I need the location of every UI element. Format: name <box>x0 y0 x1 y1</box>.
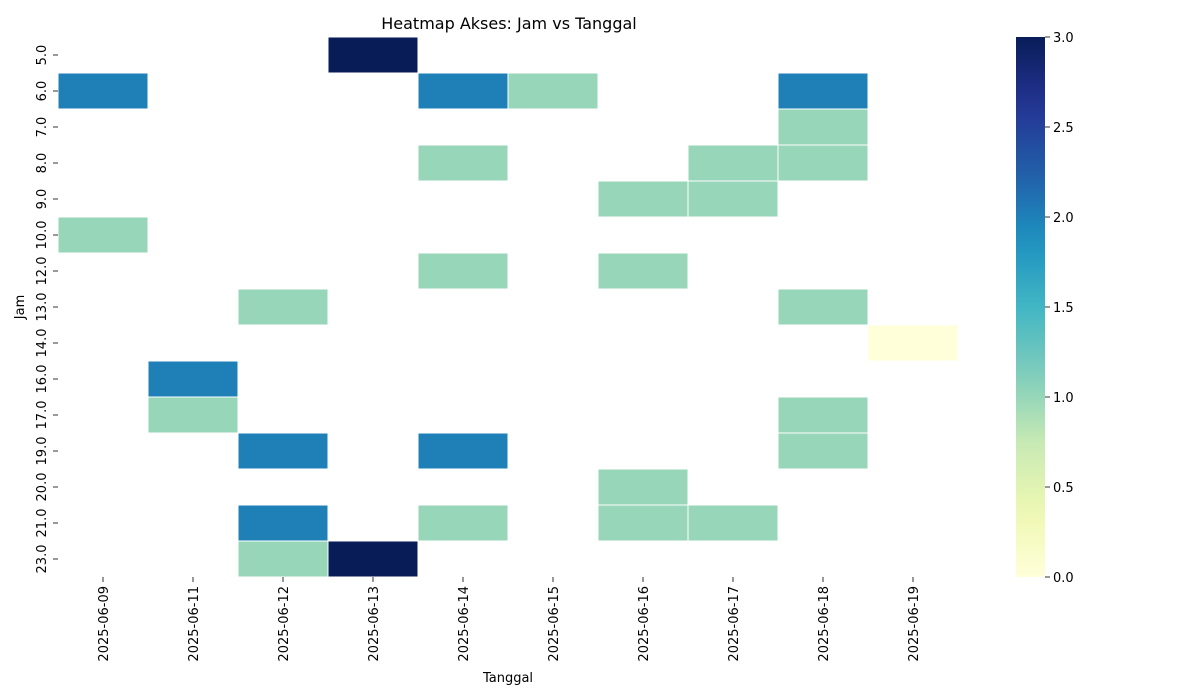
heatmap-cell <box>417 252 509 290</box>
y-tick-label: 6.0 <box>35 81 50 102</box>
x-tick-label: 2025-06-16 <box>637 586 652 662</box>
heatmap-cell <box>237 504 329 542</box>
heatmap-cell <box>777 432 869 470</box>
heatmap-cell <box>597 504 689 542</box>
heatmap-cell <box>237 432 329 470</box>
heatmap-cell <box>417 144 509 182</box>
colorbar-tick-label: 1.0 <box>1053 391 1074 406</box>
y-tick-label: 7.0 <box>35 117 50 138</box>
x-tick-label: 2025-06-11 <box>187 586 202 662</box>
colorbar-tick-label: 0.5 <box>1053 481 1074 496</box>
colorbar-tick-label: 2.5 <box>1053 121 1074 136</box>
y-tick-label: 21.0 <box>35 509 50 538</box>
heatmap-cell <box>777 108 869 146</box>
x-tick-label: 2025-06-18 <box>817 586 832 662</box>
y-tick-label: 14.0 <box>35 329 50 358</box>
y-tick-label: 9.0 <box>35 189 50 210</box>
heatmap-cell <box>57 72 149 110</box>
heatmap-cell <box>237 540 329 578</box>
heatmap-cell <box>147 360 239 398</box>
colorbar-tick-label: 0.0 <box>1053 571 1074 586</box>
y-tick-label: 19.0 <box>35 437 50 466</box>
x-tick-label: 2025-06-09 <box>97 586 112 662</box>
x-tick-label: 2025-06-12 <box>277 586 292 662</box>
heatmap-cell <box>417 504 509 542</box>
heatmap-cell <box>147 396 239 434</box>
y-tick-label: 23.0 <box>35 545 50 574</box>
colorbar <box>1016 37 1045 577</box>
heatmap-cell <box>57 216 149 254</box>
y-tick-label: 10.0 <box>35 221 50 250</box>
x-tick-label: 2025-06-14 <box>457 586 472 662</box>
heatmap-cell <box>507 72 599 110</box>
heatmap-cell <box>777 72 869 110</box>
y-tick-label: 20.0 <box>35 473 50 502</box>
colorbar-tick-label: 3.0 <box>1053 31 1074 46</box>
heatmap-cell <box>597 468 689 506</box>
y-tick-label: 8.0 <box>35 153 50 174</box>
colorbar-tick-label: 1.5 <box>1053 301 1074 316</box>
heatmap-cell <box>777 288 869 326</box>
x-axis-ticks: 2025-06-09 2025-06-11 2025-06-12 2025-06-13… <box>97 577 922 662</box>
y-tick-label: 12.0 <box>35 257 50 286</box>
x-tick-label: 2025-06-17 <box>727 586 742 662</box>
heatmap-cells <box>57 36 959 578</box>
colorbar-ticks: 0.0 0.5 1.0 1.5 2.0 2.5 3.0 <box>1045 31 1074 586</box>
heatmap-cell <box>417 72 509 110</box>
heatmap-cell <box>597 180 689 218</box>
y-axis-ticks: 5.0 6.0 7.0 8.0 9.0 10.0 12.0 13.0 14.0 16.0 17.0 1… <box>35 45 58 574</box>
x-tick-label: 2025-06-13 <box>367 586 382 662</box>
x-tick-label: 2025-06-19 <box>907 586 922 662</box>
y-axis-label: Jam <box>13 295 28 320</box>
y-tick-label: 5.0 <box>35 45 50 66</box>
heatmap-cell <box>687 180 779 218</box>
heatmap-cell <box>237 288 329 326</box>
heatmap-cell <box>687 144 779 182</box>
heatmap-cell <box>777 144 869 182</box>
heatmap-cell <box>327 540 419 578</box>
heatmap-cell <box>867 324 959 362</box>
chart-title: Heatmap Akses: Jam vs Tanggal <box>381 14 637 33</box>
y-tick-label: 17.0 <box>35 401 50 430</box>
heatmap-cell <box>597 252 689 290</box>
heatmap-cell <box>327 36 419 74</box>
heatmap-cell <box>417 432 509 470</box>
y-tick-label: 16.0 <box>35 365 50 394</box>
heatmap-cell <box>777 396 869 434</box>
y-tick-label: 13.0 <box>35 293 50 322</box>
heatmap-cell <box>687 504 779 542</box>
x-tick-label: 2025-06-15 <box>547 586 562 662</box>
x-axis-label: Tanggal <box>482 671 533 686</box>
colorbar-tick-label: 2.0 <box>1053 211 1074 226</box>
